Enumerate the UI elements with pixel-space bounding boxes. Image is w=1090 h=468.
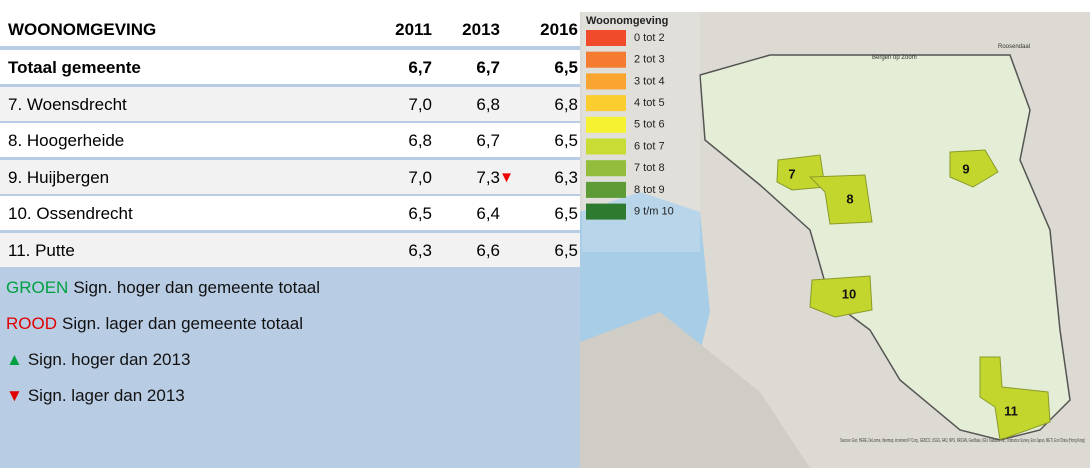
legend-swatch [586,116,626,133]
row-name: 9. Huijbergen [8,167,110,187]
note-text: Sign. hoger dan gemeente totaal [73,278,321,297]
row-value: 6,3 [554,167,578,187]
table-row: 9. Huijbergen 7,0 7,3 6,3 ▼ [0,159,580,194]
legend-swatch [586,73,626,90]
note-text: Sign. hoger dan 2013 [27,350,191,369]
row-value: 6,5 [408,204,432,223]
row-name: 8. Hoogerheide [8,131,125,150]
row-value: 6,5 [554,58,578,77]
land [580,312,810,468]
row-value: 7,3 [476,167,500,187]
row-value: 6,5 [554,131,578,150]
legend-swatch [586,95,626,112]
region-label: 10 [842,286,856,301]
row-value: 6,8 [476,94,500,114]
note: ▲ Sign. hoger dan 2013 [6,350,190,370]
region [776,154,826,191]
region-label: 8 [846,191,853,206]
row-name: 11. Putte [8,240,75,260]
legend-label: 8 tot 9 [634,184,665,196]
legend-swatch [586,30,626,46]
note: ROOD Sign. lager dan gemeente totaal [6,314,303,334]
row-name: 7. Woensdrecht [8,94,127,114]
row-value: 6,3 [408,240,432,260]
legend-label: 9 t/m 10 [634,206,674,218]
note-key: ▲ [6,350,23,369]
header-year: 2016 [540,20,578,39]
table-row: Totaal gemeente 6,7 6,7 6,5 [0,50,580,84]
row-value: 6,8 [408,131,432,150]
row-value: 6,5 [554,240,578,260]
table-row: 11. Putte 6,3 6,6 6,5 [0,232,580,267]
row-value: 6,7 [408,58,432,77]
region [979,356,1051,441]
place-label: Bergen op Zoom [872,55,917,61]
legend-swatch [586,138,626,155]
legend-label: 4 tot 5 [634,97,665,109]
row-value: 6,6 [476,240,500,260]
row-name: Totaal gemeente [8,58,141,77]
legend-swatch [586,203,626,220]
note: ▼ Sign. lager dan 2013 [6,386,185,406]
legend-title: Woonomgeving [586,15,668,27]
legend-label: 0 tot 2 [634,32,665,44]
note-key: ▼ [6,386,23,405]
header-title: WOONOMGEVING [8,20,157,39]
table-row: 10. Ossendrecht 6,5 6,4 6,5 [0,196,580,230]
table-panel: WOONOMGEVING 2011 2013 2016 Totaal gemeente 6… [0,12,580,468]
legend-label: 5 tot 6 [634,119,665,131]
table-header: WOONOMGEVING 2011 2013 2016 [0,12,580,46]
note-key: GROEN [6,278,69,297]
table-row: 8. Hoogerheide 6,8 6,7 6,5 [0,123,580,157]
sign-marker: ▼ [499,168,514,186]
region [949,149,999,188]
region [809,275,873,318]
row-value: 6,5 [554,204,578,223]
row-value: 6,8 [554,94,578,114]
place-label: Roosendaal [998,44,1030,50]
attribution: Sources: Esri, HERE, DeLorme, Intermap, … [840,438,1085,444]
region-label: 11 [1004,403,1018,418]
note-text: Sign. lager dan gemeente totaal [62,314,304,333]
legend-swatch [586,51,626,68]
region-label: 7 [788,166,795,181]
row-value: 6,4 [476,204,500,223]
legend-label: 6 tot 7 [634,140,665,152]
row-value: 7,0 [408,167,432,187]
legend-label: 2 tot 3 [634,54,665,66]
map: 7 8 9 10 11 Woonomgeving 0 tot 2 2 tot 3 3 tot … [580,12,1090,468]
legend-label: 7 tot 8 [634,162,665,174]
row-value: 6,7 [476,131,500,150]
header-year: 2011 [395,20,432,39]
table-row: 7. Woensdrecht 7,0 6,8 6,8 [0,86,580,121]
legend-swatch [586,160,626,177]
legend-label: 3 tot 4 [634,75,665,87]
region [808,174,873,225]
legend-swatch [586,181,626,198]
header-year: 2013 [462,20,500,39]
note: GROEN Sign. hoger dan gemeente totaal [6,278,320,298]
row-value: 7,0 [408,94,432,114]
note-text: Sign. lager dan 2013 [27,386,185,405]
note-key: ROOD [6,314,57,333]
row-name: 10. Ossendrecht [8,204,133,223]
row-value: 6,7 [476,58,500,77]
region-label: 9 [962,161,969,176]
